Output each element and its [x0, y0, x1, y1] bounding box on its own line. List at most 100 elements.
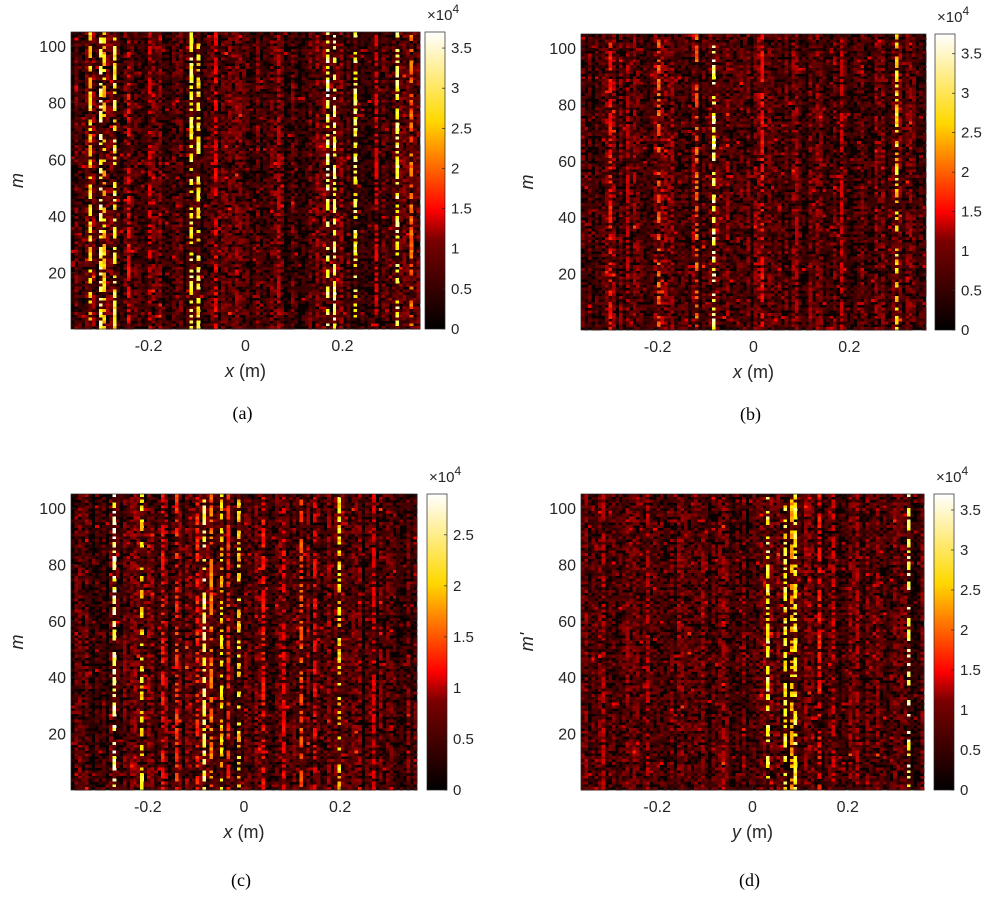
heatmap-cell	[95, 102, 100, 106]
heatmap-cell	[262, 252, 267, 256]
heatmap-cell	[228, 173, 232, 177]
heatmap-cell	[98, 128, 103, 132]
heatmap-cell	[119, 40, 124, 44]
heatmap-cell	[207, 80, 211, 84]
heatmap-cell	[88, 85, 93, 89]
heatmap-cell	[269, 119, 274, 123]
heatmap-cell	[255, 275, 260, 279]
heatmap-cell	[140, 131, 145, 135]
heatmap-cell	[276, 114, 281, 118]
heatmap-cell	[151, 122, 156, 126]
heatmap-cell	[147, 150, 152, 154]
heatmap-cell	[196, 150, 201, 154]
heatmap-cell	[228, 139, 232, 143]
heatmap-cell	[238, 173, 243, 177]
heatmap-cell	[130, 269, 135, 273]
heatmap-cell	[221, 128, 225, 132]
heatmap-cell	[172, 142, 176, 146]
heatmap-cell	[109, 114, 114, 118]
heatmap-cell	[84, 71, 89, 75]
heatmap-cell	[95, 82, 100, 87]
heatmap-cell	[137, 179, 142, 183]
heatmap-cell	[189, 207, 194, 211]
heatmap-cell	[123, 179, 128, 183]
heatmap-cell	[116, 306, 121, 310]
heatmap-cell	[266, 201, 271, 205]
heatmap-cell	[276, 272, 281, 276]
heatmap-cell	[84, 198, 89, 203]
heatmap-cell	[95, 164, 100, 169]
heatmap-cell	[147, 74, 152, 78]
heatmap-cell	[116, 323, 121, 327]
heatmap-cell	[137, 244, 142, 248]
heatmap-cell	[112, 77, 117, 81]
heatmap-cell	[109, 128, 114, 132]
heatmap-cell	[259, 122, 264, 126]
heatmap-cell	[231, 99, 236, 104]
heatmap-cell	[151, 221, 156, 225]
heatmap-cell	[133, 297, 138, 302]
heatmap-cell	[238, 263, 243, 268]
heatmap-cell	[77, 119, 82, 123]
heatmap-cell	[207, 263, 211, 268]
heatmap-cell	[217, 181, 222, 186]
heatmap-cell	[137, 201, 142, 205]
heatmap-cell	[242, 37, 246, 41]
heatmap-cell	[245, 244, 250, 248]
heatmap-cell	[280, 108, 285, 112]
heatmap-cell	[210, 215, 215, 219]
heatmap-cell	[189, 142, 194, 146]
heatmap-cell	[158, 235, 163, 239]
heatmap-cell	[228, 238, 232, 242]
heatmap-cell	[116, 68, 121, 72]
heatmap-cell	[224, 198, 229, 203]
heatmap-cell	[235, 40, 239, 44]
heatmap-cell	[81, 309, 86, 313]
heatmap-cell	[280, 215, 285, 219]
heatmap-cell	[179, 312, 183, 316]
heatmap-cell	[283, 213, 288, 217]
heatmap-cell	[207, 283, 211, 287]
heatmap-cell	[98, 244, 103, 248]
heatmap-cell	[112, 164, 117, 169]
heatmap-cell	[165, 193, 170, 197]
heatmap-cell	[255, 289, 260, 293]
heatmap-cell	[235, 218, 239, 222]
heatmap-cell	[81, 207, 86, 211]
heatmap-cell	[158, 156, 163, 160]
heatmap-cell	[74, 150, 79, 154]
heatmap-cell	[116, 181, 121, 186]
heatmap-cell	[74, 111, 79, 115]
heatmap-cell	[102, 150, 107, 154]
heatmap-cell	[221, 82, 225, 87]
heatmap-cell	[224, 249, 229, 253]
heatmap-cell	[245, 82, 250, 87]
heatmap-cell	[248, 227, 253, 231]
heatmap-cell	[245, 286, 250, 290]
heatmap-cell	[71, 43, 75, 47]
heatmap-cell	[123, 263, 128, 268]
heatmap-cell	[126, 46, 131, 50]
heatmap-cell	[224, 57, 229, 61]
heatmap-cell	[140, 224, 145, 228]
heatmap-cell	[88, 116, 93, 120]
heatmap-cell	[196, 57, 201, 61]
heatmap-cell	[280, 99, 285, 104]
heatmap-cell	[189, 306, 194, 310]
heatmap-cell	[137, 323, 142, 327]
heatmap-cell	[154, 196, 159, 200]
heatmap-cell	[224, 227, 229, 231]
heatmap-cell	[273, 60, 278, 64]
heatmap-cell	[189, 32, 194, 36]
heatmap-cell	[116, 300, 121, 304]
heatmap-cell	[276, 269, 281, 273]
heatmap-cell	[283, 99, 288, 104]
heatmap-cell	[151, 71, 156, 75]
heatmap-cell	[276, 48, 281, 53]
heatmap-cell	[119, 227, 124, 231]
heatmap-cell	[276, 230, 281, 234]
heatmap-cell	[133, 139, 138, 143]
heatmap-cell	[221, 213, 225, 217]
heatmap-cell	[102, 94, 107, 98]
heatmap-cell	[74, 303, 79, 307]
